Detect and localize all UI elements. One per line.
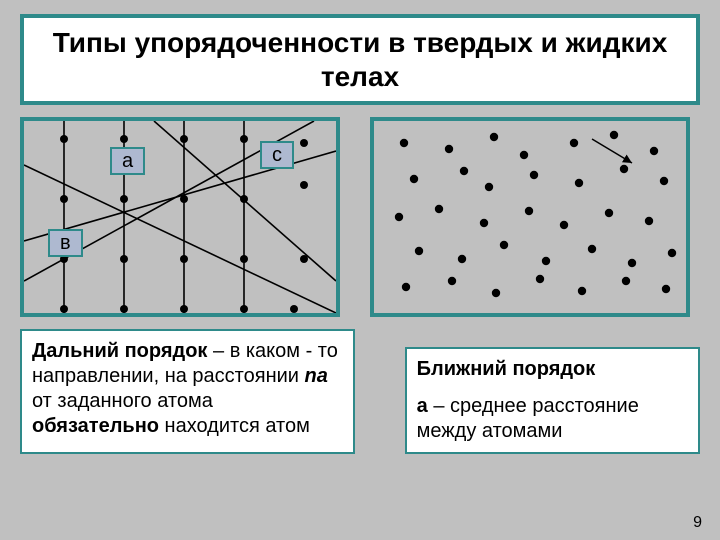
diagram-short-range [370, 117, 690, 317]
page-number: 9 [693, 514, 702, 532]
label-a: а [110, 147, 145, 175]
slide: Типы упорядоченности в твердых и жидких … [0, 0, 720, 540]
captions-row: Дальний порядок – в каком - то направлен… [20, 329, 700, 454]
caption-short-range: Ближний порядока – среднее расстояние ме… [405, 347, 700, 454]
label-c: с [260, 141, 294, 169]
diagrams-row: а в с [20, 117, 700, 317]
title-box: Типы упорядоченности в твердых и жидких … [20, 14, 700, 105]
page-title: Типы упорядоченности в твердых и жидких … [36, 26, 684, 93]
scatter-svg [374, 121, 686, 313]
diagram-long-range: а в с [20, 117, 340, 317]
caption-long-range: Дальний порядок – в каком - то направлен… [20, 329, 355, 454]
label-b: в [48, 229, 83, 257]
